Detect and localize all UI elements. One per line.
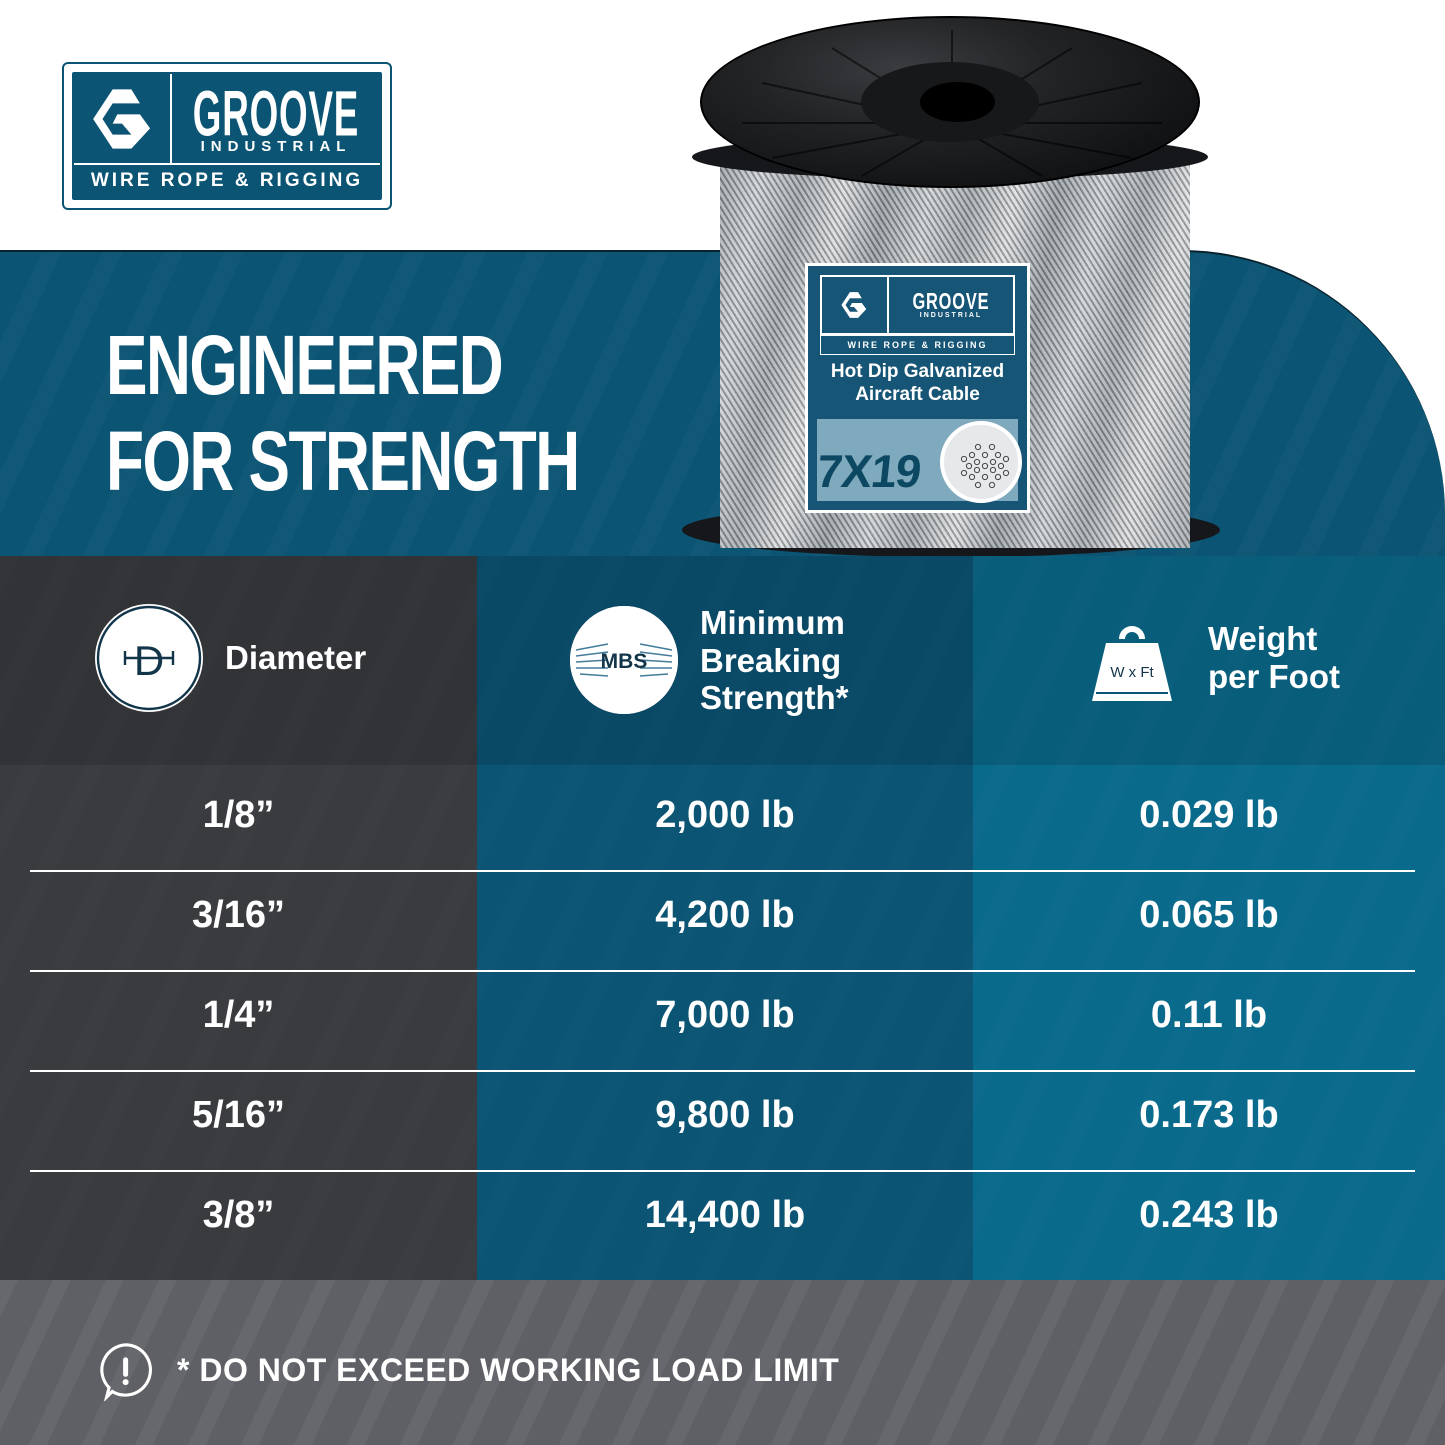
svg-text:MBS: MBS <box>601 650 648 673</box>
svg-text:D: D <box>134 637 164 684</box>
svg-text:W x Ft: W x Ft <box>1110 664 1154 681</box>
